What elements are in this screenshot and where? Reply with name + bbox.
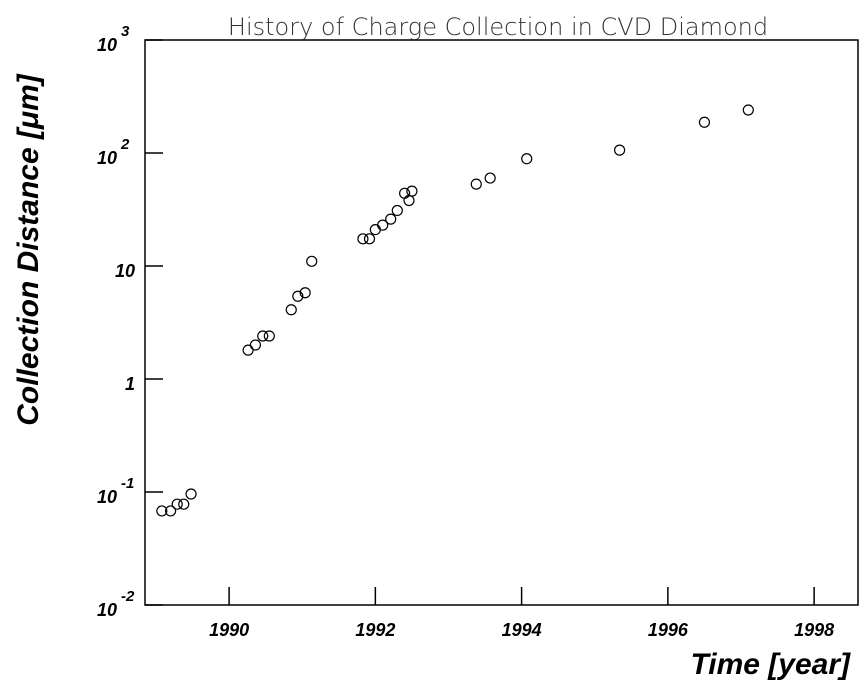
y-tick-base: 10 — [97, 35, 117, 55]
point — [377, 219, 389, 231]
point — [614, 144, 626, 156]
point — [164, 505, 177, 517]
point — [521, 153, 533, 165]
y-axis-title: Collection Distance [μm] — [12, 73, 45, 425]
point — [292, 290, 304, 302]
plot-frame — [144, 39, 859, 606]
y-tick-label: 1 — [125, 374, 135, 394]
point — [185, 488, 197, 500]
x-tick-label: 1998 — [794, 620, 834, 640]
point — [357, 233, 369, 245]
chart-title: History of Charge Collection in CVD Diam… — [228, 13, 768, 41]
point — [178, 498, 190, 510]
point — [257, 330, 269, 342]
point — [484, 172, 496, 184]
y-tick-base: 10 — [97, 600, 117, 620]
point — [698, 116, 711, 128]
y-tick-exponent: 3 — [121, 23, 130, 40]
y-tick-label: 10 — [115, 261, 135, 281]
point — [399, 187, 411, 199]
x-tick-label: 1992 — [355, 620, 395, 640]
x-axis-title: Time [year] — [690, 648, 851, 681]
point — [470, 178, 482, 190]
y-tick-label: 10 — [97, 148, 117, 168]
y-tick-label: 10 — [97, 600, 117, 620]
point — [742, 104, 754, 116]
point — [171, 498, 183, 510]
x-tick-label: 1996 — [648, 620, 689, 640]
y-tick-base: 10 — [97, 487, 117, 507]
point — [285, 304, 297, 316]
point — [363, 233, 376, 245]
y-tick-base: 10 — [97, 148, 117, 168]
point — [306, 255, 318, 267]
point — [156, 505, 168, 517]
point — [406, 185, 418, 197]
y-tick-exponent: 2 — [120, 136, 130, 153]
point — [249, 339, 262, 351]
point — [242, 344, 254, 356]
point — [299, 287, 311, 299]
point — [369, 223, 381, 236]
x-tick-label: 1990 — [209, 620, 249, 640]
point — [403, 194, 415, 207]
point — [263, 330, 275, 342]
point — [391, 204, 403, 217]
point — [385, 213, 397, 225]
y-tick-label: 10 — [97, 35, 117, 55]
y-tick-exponent: -1 — [121, 475, 134, 492]
y-tick-label: 10 — [97, 487, 117, 507]
y-tick-exponent: -2 — [121, 588, 135, 605]
x-tick-label: 1994 — [502, 620, 542, 640]
